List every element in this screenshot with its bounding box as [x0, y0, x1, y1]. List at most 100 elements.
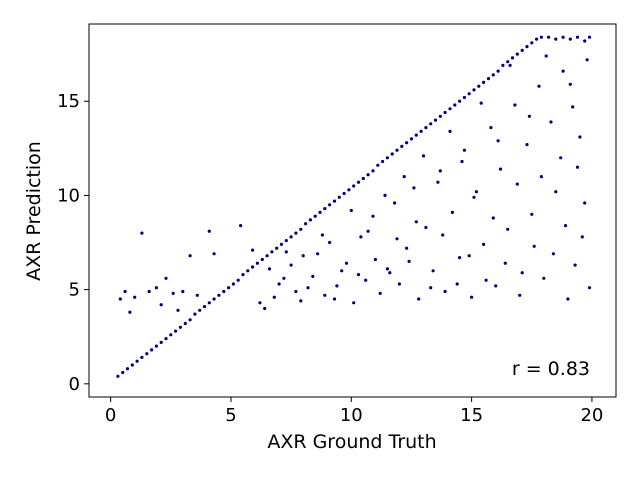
- data-point: [537, 84, 541, 88]
- data-point: [405, 246, 409, 250]
- data-point: [258, 301, 262, 305]
- data-point: [554, 37, 558, 41]
- data-point: [532, 244, 536, 248]
- data-point: [407, 259, 411, 263]
- data-point: [263, 306, 267, 311]
- data-point: [462, 95, 466, 100]
- data-point: [506, 60, 510, 64]
- data-point: [145, 352, 149, 356]
- data-point: [470, 295, 474, 299]
- data-point: [472, 88, 476, 92]
- y-tick-label: 15: [57, 91, 80, 112]
- data-point: [419, 129, 423, 133]
- data-point: [294, 289, 298, 294]
- data-point: [460, 159, 464, 164]
- data-point: [566, 297, 570, 301]
- y-axis-label: AXR Prediction: [23, 141, 45, 281]
- data-point: [378, 291, 382, 295]
- data-point: [554, 190, 558, 194]
- data-point: [568, 82, 572, 86]
- data-point: [414, 133, 418, 137]
- y-tick-label: 10: [57, 185, 80, 206]
- data-point: [364, 278, 368, 282]
- data-point: [193, 312, 197, 316]
- data-point: [438, 169, 442, 173]
- x-tick-label: 0: [105, 405, 116, 426]
- data-point: [409, 137, 414, 141]
- data-point: [227, 286, 231, 290]
- data-point: [328, 240, 332, 245]
- data-point: [421, 154, 426, 158]
- data-point: [154, 286, 158, 290]
- data-point: [301, 254, 305, 258]
- x-axis-ticks: 0 5 10 15 20: [105, 397, 603, 426]
- data-point: [171, 291, 175, 295]
- data-point: [174, 329, 178, 333]
- data-point: [181, 289, 185, 294]
- data-point: [371, 214, 375, 218]
- data-point: [207, 301, 211, 305]
- data-point: [455, 282, 459, 286]
- data-point: [390, 152, 394, 156]
- data-point: [282, 276, 286, 280]
- data-point: [279, 242, 284, 246]
- data-point: [587, 35, 592, 39]
- data-point: [580, 235, 584, 239]
- data-point: [474, 190, 478, 194]
- scatter-points: [116, 35, 592, 378]
- data-point: [547, 35, 551, 39]
- data-point: [563, 224, 568, 228]
- data-point: [458, 99, 462, 103]
- data-point: [183, 321, 187, 326]
- data-point: [417, 297, 421, 301]
- data-point: [128, 310, 132, 314]
- data-point: [202, 305, 207, 309]
- data-point: [356, 273, 361, 277]
- data-point: [559, 156, 563, 160]
- plot-frame: [88, 23, 617, 398]
- data-point: [140, 231, 144, 235]
- data-point: [405, 141, 409, 145]
- data-point: [169, 333, 173, 337]
- data-point: [539, 175, 544, 179]
- data-point: [568, 37, 572, 41]
- correlation-annotation: r = 0.83: [512, 358, 590, 380]
- y-tick-label: 0: [69, 374, 80, 395]
- data-point: [583, 39, 587, 43]
- data-point: [284, 250, 288, 254]
- data-point: [277, 282, 281, 286]
- data-point: [496, 139, 500, 143]
- data-point: [318, 210, 322, 214]
- data-point: [508, 63, 512, 67]
- data-point: [212, 252, 216, 256]
- data-point: [212, 297, 216, 301]
- data-point: [371, 169, 375, 173]
- data-point: [484, 278, 488, 282]
- data-point: [195, 293, 199, 297]
- data-point: [349, 208, 353, 213]
- data-point: [479, 101, 483, 105]
- data-point: [383, 193, 387, 197]
- data-point: [467, 254, 471, 258]
- data-point: [503, 261, 507, 265]
- data-point: [359, 235, 363, 239]
- data-point: [402, 175, 406, 179]
- data-point: [535, 37, 539, 41]
- data-point: [520, 48, 524, 53]
- data-point: [133, 295, 137, 299]
- data-point: [443, 110, 447, 115]
- data-point: [150, 348, 154, 352]
- data-point: [304, 222, 308, 226]
- x-tick-label: 10: [340, 405, 363, 426]
- data-point: [361, 176, 365, 181]
- data-point: [525, 143, 529, 147]
- data-point: [450, 210, 454, 214]
- data-point: [275, 246, 279, 250]
- data-point: [530, 212, 534, 216]
- data-point: [373, 257, 377, 262]
- data-point: [299, 299, 303, 303]
- data-point: [347, 188, 351, 192]
- data-point: [198, 308, 202, 312]
- data-point: [385, 156, 389, 160]
- data-point: [260, 257, 264, 262]
